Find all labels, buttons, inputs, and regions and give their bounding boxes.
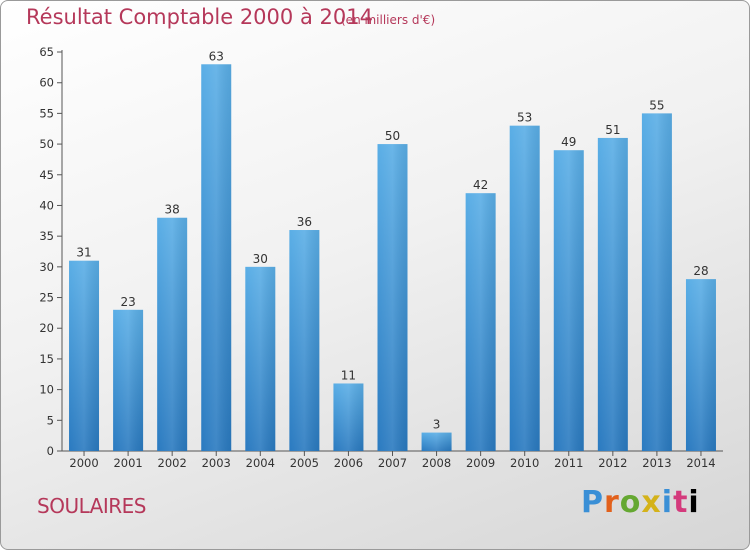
chart-axes: 0 5 10 15 20 25 30 35 40 45 50 55 60 65 2000 2001 2002 20… [39, 45, 723, 470]
y-tick-label: 55 [39, 106, 54, 120]
bar-shine [113, 309, 144, 451]
x-tick-label: 2005 [290, 456, 319, 470]
bar-shine [509, 125, 540, 452]
y-tick-label: 0 [47, 444, 54, 458]
y-tick-label: 5 [47, 413, 54, 427]
chart-data-labels: 31 23 38 63 30 36 11 50 3 42 53 49 51 55 28 [76, 49, 708, 431]
x-tick-label: 2007 [378, 456, 407, 470]
bar-shine [69, 260, 100, 451]
commune-name: SOULAIRES [37, 494, 147, 518]
x-tick-label: 2009 [466, 456, 495, 470]
bar-shine [421, 432, 452, 451]
chart-title: Résultat Comptable 2000 à 2014 [26, 5, 373, 29]
bar-value-label: 11 [341, 368, 356, 382]
bar-value-label: 3 [433, 418, 441, 432]
bar-shine [465, 193, 496, 451]
x-tick-label: 2004 [246, 456, 275, 470]
x-tick-label: 2006 [334, 456, 363, 470]
x-tick-label: 2001 [113, 456, 142, 470]
x-tick-label: 2011 [554, 456, 583, 470]
x-tick-label: 2010 [510, 456, 539, 470]
y-tick-label: 25 [39, 291, 54, 305]
x-tick-label: 2002 [158, 456, 187, 470]
bar-shine [201, 64, 232, 452]
y-tick-label: 15 [39, 352, 54, 366]
bar-value-label: 42 [473, 178, 488, 192]
bar-value-label: 36 [297, 215, 312, 229]
bar-shine [157, 217, 188, 451]
bar-value-label: 49 [561, 135, 576, 149]
x-tick-label: 2008 [422, 456, 451, 470]
y-tick-label: 65 [39, 45, 54, 59]
y-tick-label: 35 [39, 229, 54, 243]
x-tick-label: 2000 [69, 456, 98, 470]
bar-value-label: 55 [649, 98, 664, 112]
bar-value-label: 53 [517, 111, 532, 125]
bar-shine [333, 383, 364, 451]
x-tick-label: 2003 [202, 456, 231, 470]
y-tick-label: 20 [39, 321, 54, 335]
bar-value-label: 31 [76, 246, 91, 260]
bar-value-label: 23 [120, 295, 135, 309]
bar-shine [597, 137, 628, 451]
bar-shine [245, 266, 276, 451]
bar-value-label: 28 [693, 264, 708, 278]
y-tick-label: 10 [39, 383, 54, 397]
bar-shine [289, 230, 320, 451]
bar-value-label: 63 [209, 49, 224, 63]
bar-value-label: 51 [605, 123, 620, 137]
y-tick-label: 40 [39, 198, 54, 212]
chart-bars [69, 64, 716, 452]
x-tick-label: 2013 [642, 456, 671, 470]
bar-value-label: 50 [385, 129, 400, 143]
y-tick-label: 60 [39, 76, 54, 90]
y-tick-label: 45 [39, 168, 54, 182]
x-tick-label: 2014 [686, 456, 715, 470]
bar-shine [377, 144, 408, 452]
x-tick-label: 2012 [598, 456, 627, 470]
bar-value-label: 38 [165, 203, 180, 217]
bar-shine [553, 150, 584, 451]
bar-shine [641, 113, 672, 451]
chart-subtitle: (en milliers d'€) [341, 13, 436, 27]
bar-shine [685, 279, 716, 451]
bar-value-label: 30 [253, 252, 268, 266]
y-tick-label: 50 [39, 137, 54, 151]
proxiti-logo: Proxiti [581, 485, 700, 520]
y-tick-label: 30 [39, 260, 54, 274]
